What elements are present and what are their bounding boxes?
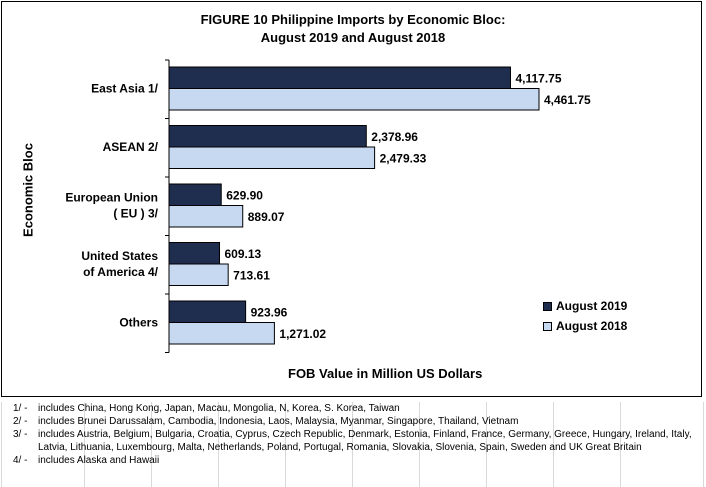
legend-swatch-august-2019 [543,301,552,311]
legend-label-august-2019: August 2019 [556,299,628,313]
bar [168,146,376,169]
legend-item-august-2019: August 2019 [543,296,627,316]
data-label: 629.90 [226,188,263,202]
y-tick-label: ASEAN 2/ [103,140,159,154]
legend-item-august-2018: August 2018 [543,316,627,336]
x-axis-title: FOB Value in Million US Dollars [288,366,483,381]
footnotes: 1/ - includes China, Hong Kong, Japan, M… [0,402,706,467]
chart-title: FIGURE 10 Philippine Imports by Economic… [200,12,506,27]
bar-chart: East Asia 1/4,117.75 4,461.75 ASEAN 2/2,37… [65,59,591,353]
footnote-1: 1/ - includes China, Hong Kong, Japan, M… [0,402,706,415]
bar [168,88,540,111]
legend-swatch-august-2018 [543,321,552,331]
y-tick-label: East Asia 1/ [91,82,159,96]
footnote-2-mark: 2/ - [13,416,28,427]
bar [168,322,275,345]
bar [168,242,221,265]
legend: August 2019 August 2018 [543,296,627,336]
footnote-4-mark: 4/ - [13,455,28,466]
bar [168,66,511,89]
data-label: 1,271.02 [279,327,326,341]
footnote-3: 3/ - includes Austria, Belgium, Bulgaria… [0,428,706,454]
data-label: 4,461.75 [544,93,591,107]
data-label: 923.96 [251,305,288,319]
data-label: 4,117.75 [515,71,561,85]
bar [168,300,247,323]
footnote-2: 2/ - includes Brunei Darussalam, Cambodi… [0,415,706,428]
bar [168,263,229,286]
bar [168,205,244,228]
data-label: 713.61 [233,268,270,282]
data-label: 2,479.33 [380,151,427,165]
y-tick-label: European Union( EU ) 3/ [65,191,158,221]
y-tick-label: Others [119,316,158,330]
footnote-2-text: includes Brunei Darussalam, Cambodia, In… [38,416,519,427]
bar [168,183,222,206]
y-tick-label: United States of America 4/ [81,249,158,279]
chart-subtitle: August 2019 and August 2018 [260,30,446,45]
data-label: 609.13 [225,247,262,261]
footnote-4: 4/ - includes Alaska and Hawaii [0,454,706,467]
chart-frame [1,1,702,397]
footnote-1-text: includes China, Hong Kong, Japan, Macau,… [38,403,400,414]
footnote-1-mark: 1/ - [13,403,28,414]
footnote-4-text: includes Alaska and Hawaii [38,455,160,466]
data-label: 889.07 [248,210,285,224]
footnote-3-mark: 3/ - [13,429,28,440]
footnote-3-text: includes Austria, Belgium, Bulgaria, Cro… [38,429,692,453]
bar [168,125,367,148]
data-label: 2,378.96 [371,130,418,144]
legend-label-august-2018: August 2018 [556,319,628,333]
